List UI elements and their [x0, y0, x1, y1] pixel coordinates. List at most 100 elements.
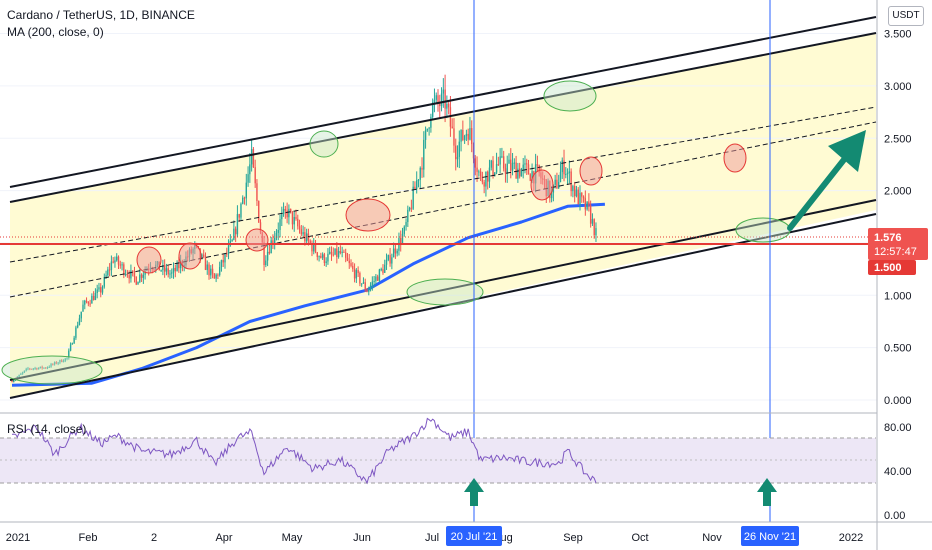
candle-body	[538, 165, 540, 173]
candle-body	[61, 359, 63, 362]
candle-body	[376, 276, 379, 281]
candle-body	[446, 103, 448, 109]
candle-body	[456, 156, 459, 160]
candle-body	[119, 264, 121, 266]
candle-body	[23, 370, 26, 373]
candle-body	[320, 256, 322, 258]
rsi-arrow-nov	[757, 478, 777, 506]
support-price-badge: 1.500	[868, 260, 916, 275]
candle-body	[426, 128, 429, 131]
candle-body	[384, 264, 386, 273]
candle-body	[284, 209, 287, 211]
red-ellipse-markers	[136, 143, 747, 274]
candle-body	[46, 367, 49, 369]
candle-body	[412, 186, 414, 209]
candle-body	[69, 344, 72, 351]
date-label-jul: 20 Jul '21	[446, 526, 502, 546]
candle-body	[76, 325, 79, 328]
candle-body	[64, 358, 66, 362]
candle-body	[75, 327, 77, 338]
candle-body	[91, 295, 93, 304]
candle-body	[43, 367, 45, 369]
green-ellipse-marker	[406, 278, 484, 306]
candle-body	[563, 160, 565, 175]
candle-body	[279, 219, 281, 230]
candle-body	[392, 248, 395, 258]
candle-body	[249, 164, 251, 175]
time-tick-label: Feb	[79, 532, 98, 544]
candle-body	[208, 264, 210, 276]
candle-body	[396, 250, 398, 254]
candle-body	[226, 253, 228, 255]
candle-body	[55, 362, 58, 364]
candle-body	[401, 233, 404, 244]
candle-body	[584, 198, 587, 210]
price-grid	[0, 33, 877, 401]
candle-body	[435, 95, 437, 100]
candle-body	[167, 268, 169, 275]
channel-upper-outer-line	[9, 16, 877, 188]
candle-body	[258, 201, 260, 223]
candle-body	[451, 126, 453, 129]
candle-body	[114, 260, 116, 263]
channel-mid-upper-dashed-line	[9, 106, 877, 263]
candle-body	[380, 269, 382, 271]
candle-body	[117, 256, 120, 265]
time-axis[interactable]: 2021 Feb 2 Apr May Jun Jul Aug Sep Oct Nov 2022	[6, 532, 863, 544]
candle-body	[474, 158, 476, 168]
candle-body	[132, 270, 134, 272]
candle-body	[554, 179, 556, 185]
candle-body	[85, 300, 88, 303]
candle-body	[124, 274, 127, 276]
chart-title: Cardano / TetherUS, 1D, BINANCE	[7, 8, 195, 22]
candle-body	[163, 265, 166, 272]
candle-body	[89, 303, 91, 305]
candle-body	[103, 276, 105, 287]
candle-body	[203, 254, 205, 257]
time-tick-label: Jul	[425, 532, 439, 544]
candle-body	[162, 265, 164, 271]
rsi-axis[interactable]: 0.00 40.00 80.00	[884, 422, 912, 522]
candle-body	[589, 205, 592, 224]
candle-body	[359, 273, 361, 284]
candle-body	[21, 372, 24, 374]
candle-body	[417, 179, 420, 181]
candle-body	[403, 226, 405, 234]
time-tick-label: Oct	[631, 532, 648, 544]
rsi-tick-label: 0.00	[884, 510, 905, 522]
candle-body	[366, 289, 368, 292]
time-tick-label: Sep	[563, 532, 583, 544]
candle-body	[288, 208, 290, 218]
candle-body	[346, 257, 349, 261]
currency-button[interactable]: USDT	[888, 6, 924, 26]
candle-body	[213, 273, 216, 279]
candle-body	[339, 251, 342, 253]
ma-legend: MA (200, close, 0)	[7, 25, 104, 39]
candle-body	[112, 261, 114, 263]
candle-body	[405, 222, 407, 227]
candle-body	[233, 228, 235, 240]
time-tick-label: Nov	[702, 532, 722, 544]
candle-body	[94, 292, 97, 300]
candle-body	[266, 251, 269, 261]
candle-body	[84, 300, 86, 305]
rsi-line	[11, 417, 597, 485]
candle-body	[504, 168, 507, 174]
candle-body	[62, 361, 65, 363]
candle-body	[286, 210, 288, 218]
candle-body	[215, 274, 217, 279]
candle-body	[513, 162, 516, 164]
candle-body	[130, 270, 132, 279]
price-tick-label: 0.000	[884, 395, 912, 407]
candle-body	[582, 196, 585, 199]
candle-body	[327, 253, 329, 262]
candle-body	[368, 289, 370, 292]
candle-body	[371, 281, 374, 286]
candle-body	[25, 368, 27, 371]
candle-body	[566, 173, 569, 175]
candle-body	[364, 282, 366, 290]
candle-body	[178, 262, 180, 269]
candle-body	[32, 368, 34, 370]
